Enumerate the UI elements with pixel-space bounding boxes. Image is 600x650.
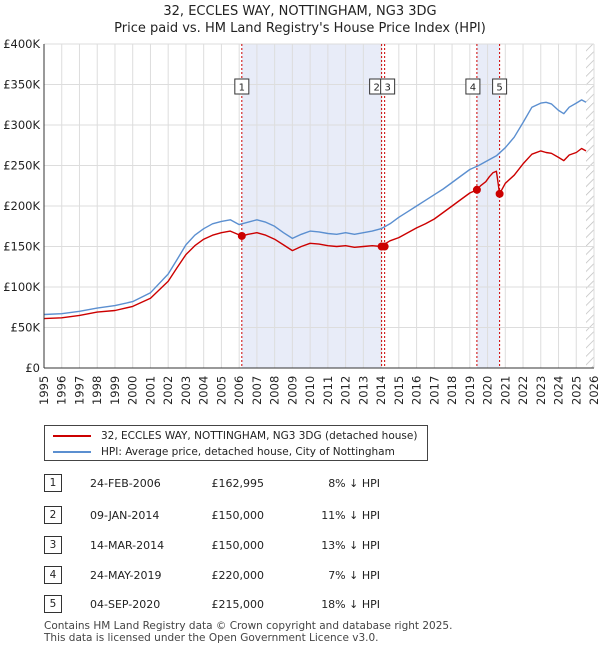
transaction-number: 1	[44, 474, 62, 492]
transaction-price: £150,000	[211, 509, 265, 522]
x-tick-label: 1995	[37, 376, 51, 405]
x-tick-label: 2014	[374, 376, 388, 405]
sale-marker-box	[380, 78, 396, 95]
y-tick-label: £400K	[3, 37, 40, 51]
transaction-hpi: 8% ↓ HPI	[328, 477, 380, 490]
y-tick-label: £0	[25, 361, 40, 375]
transaction-hpi: 11% ↓ HPI	[321, 509, 380, 522]
transaction-date: 04-SEP-2020	[90, 598, 161, 611]
x-tick-label: 2013	[356, 376, 370, 405]
y-tick-label: £50K	[11, 321, 41, 335]
transaction-price: £220,000	[211, 569, 265, 582]
transaction-price: £215,000	[211, 598, 265, 611]
x-tick-label: 2011	[321, 376, 335, 405]
sale-point	[495, 189, 504, 198]
x-tick-label: 2018	[445, 376, 459, 405]
x-tick-label: 2005	[214, 376, 228, 405]
x-tick-label: 2009	[285, 376, 299, 405]
x-tick-label: 2019	[463, 376, 477, 405]
x-tick-label: 2002	[161, 376, 175, 405]
transaction-hpi: 18% ↓ HPI	[321, 598, 380, 611]
transaction-price: £150,000	[211, 539, 265, 552]
x-tick-label: 2024	[552, 376, 566, 405]
x-tick-label: 2016	[410, 376, 424, 405]
legend: 32, ECCLES WAY, NOTTINGHAM, NG3 3DG (det…	[44, 425, 428, 461]
transaction-price: £162,995	[211, 477, 265, 490]
transaction-number: 3	[44, 536, 62, 554]
x-tick-label: 2004	[197, 376, 211, 405]
legend-item-property: 32, ECCLES WAY, NOTTINGHAM, NG3 3DG (det…	[53, 428, 417, 444]
y-tick-label: £200K	[3, 199, 40, 213]
x-tick-label: 1997	[72, 376, 86, 405]
chart-title-block: 32, ECCLES WAY, NOTTINGHAM, NG3 3DG Pric…	[0, 3, 600, 37]
x-tick-label: 2022	[516, 376, 530, 405]
sale-marker-label: 5	[496, 83, 502, 94]
x-tick-label: 2006	[232, 376, 246, 405]
sale-point	[380, 242, 389, 251]
transaction-date: 09-JAN-2014	[90, 509, 160, 522]
footer-licence: This data is licensed under the Open Gov…	[44, 632, 379, 644]
chart-title: 32, ECCLES WAY, NOTTINGHAM, NG3 3DG	[163, 4, 437, 19]
x-tick-label: 2003	[179, 376, 193, 405]
x-tick-label: 2012	[339, 376, 353, 405]
y-tick-label: £350K	[3, 78, 40, 92]
x-tick-label: 2007	[250, 376, 264, 405]
footer: Contains HM Land Registry data © Crown c…	[44, 620, 452, 644]
transaction-date: 24-MAY-2019	[90, 569, 162, 582]
sale-marker-label: 2	[373, 83, 379, 94]
sale-point	[237, 231, 246, 240]
x-tick-label: 2017	[427, 376, 441, 405]
y-tick-label: £300K	[3, 118, 40, 132]
x-tick-label: 2015	[392, 376, 406, 405]
transaction-number: 5	[44, 595, 62, 613]
x-tick-label: 1998	[90, 376, 104, 405]
sale-marker-label: 1	[239, 83, 245, 94]
x-tick-label: 2025	[569, 376, 583, 405]
series-line	[43, 99, 587, 316]
x-tick-label: 2020	[481, 376, 495, 405]
x-tick-label: 2026	[587, 376, 600, 405]
sale-marker-label: 3	[384, 83, 390, 94]
x-tick-label: 2010	[303, 376, 317, 405]
x-tick-label: 2000	[126, 376, 140, 405]
legend-item-hpi: HPI: Average price, detached house, City…	[53, 444, 395, 460]
chart-subtitle: Price paid vs. HM Land Registry's House …	[114, 21, 486, 36]
sale-marker-label: 4	[470, 83, 476, 94]
x-tick-label: 2023	[534, 376, 548, 405]
legend-label-property: 32, ECCLES WAY, NOTTINGHAM, NG3 3DG (det…	[101, 430, 418, 442]
transaction-date: 24-FEB-2006	[90, 477, 161, 490]
sale-marker-box	[234, 78, 250, 95]
y-tick-label: £150K	[3, 240, 40, 254]
transaction-number: 4	[44, 566, 62, 584]
transaction-number: 2	[44, 506, 62, 524]
x-tick-label: 2001	[143, 376, 157, 405]
transaction-hpi: 7% ↓ HPI	[328, 569, 380, 582]
x-tick-label: 2008	[268, 376, 282, 405]
sale-marker-box	[465, 78, 481, 95]
transaction-hpi: 13% ↓ HPI	[321, 539, 380, 552]
legend-label-hpi: HPI: Average price, detached house, City…	[101, 446, 395, 458]
y-tick-label: £250K	[3, 159, 40, 173]
sale-point	[472, 185, 481, 194]
x-tick-label: 1996	[55, 376, 69, 405]
x-tick-label: 1999	[108, 376, 122, 405]
footer-copyright: Contains HM Land Registry data © Crown c…	[44, 620, 453, 632]
sale-marker-box	[492, 78, 508, 95]
legend-swatch-red	[53, 435, 91, 437]
transaction-date: 14-MAR-2014	[90, 539, 165, 552]
y-tick-label: £100K	[3, 280, 40, 294]
x-tick-label: 2021	[498, 376, 512, 405]
legend-swatch-blue	[53, 451, 91, 453]
